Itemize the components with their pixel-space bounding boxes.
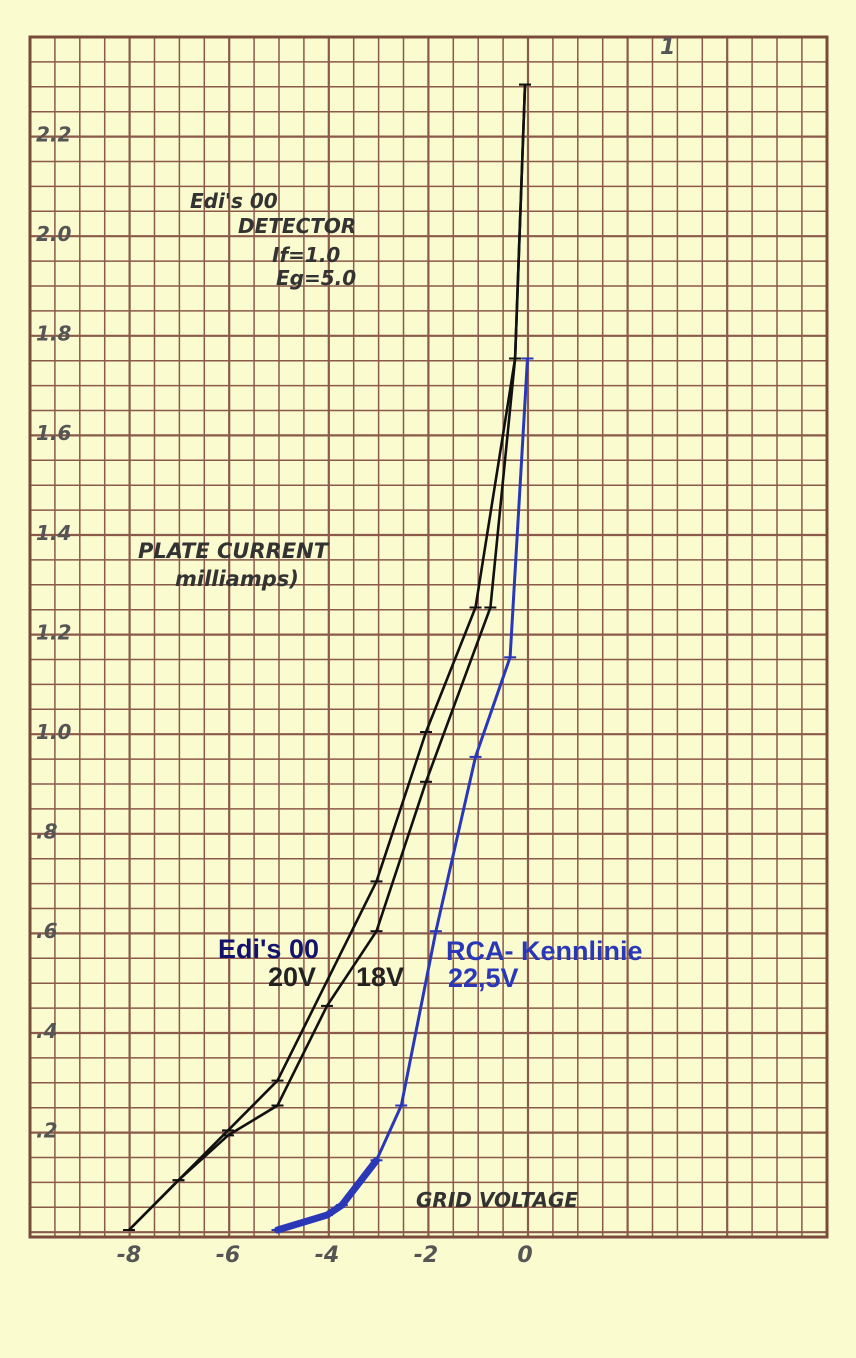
x-tick-label: 0 (517, 1243, 532, 1268)
y-tick-label: 1.4 (36, 521, 71, 545)
x-tick-label: -2 (414, 1243, 438, 1268)
plot-border (28, 35, 829, 1239)
x-axis-label: GRID VOLTAGE (416, 1188, 578, 1212)
x-tick-label: -8 (117, 1243, 141, 1268)
series-lines (123, 83, 534, 1234)
rca-title-label: RCA- Kennlinie (446, 936, 643, 966)
y-axis-label-line-1: PLATE CURRENT (138, 539, 330, 563)
annotation-line-1: Edi's 00 (190, 189, 278, 213)
y-axis-label: PLATE CURRENT milliamps) (138, 539, 330, 591)
y-tick-label: 1.8 (36, 322, 72, 346)
annotation-line-3: If=1.0 (272, 243, 340, 267)
grid (28, 35, 828, 1237)
y-tick-label: .2 (36, 1118, 58, 1142)
y-tick-label: 2.2 (36, 122, 71, 146)
edis-20v-label: 20V (268, 962, 316, 992)
x-tick-labels: -8 -6 -4 -2 0 (117, 1243, 533, 1268)
series-line-18v (128, 84, 527, 1231)
y-tick-label: .6 (36, 919, 58, 943)
annotation-block: Edi's 00 DETECTOR If=1.0 Eg=5.0 (190, 189, 356, 290)
y-tick-label: .8 (36, 820, 58, 844)
y-axis-label-line-2: milliamps) (175, 567, 299, 591)
rca-curve-start-segment (274, 1156, 380, 1234)
page-number: 1 (660, 35, 675, 60)
y-tick-label: 1.0 (36, 720, 72, 744)
y-tick-labels: .2 .4 .6 .8 1.0 1.2 1.4 1.6 1.8 2.0 2.2 (36, 122, 72, 1142)
y-tick-label: 1.2 (36, 620, 71, 644)
annotation-line-2: DETECTOR (238, 214, 356, 238)
rca-voltage-label: 22,5V (448, 963, 519, 993)
y-tick-label: 1.6 (36, 421, 72, 445)
x-tick-label: -4 (315, 1243, 339, 1268)
x-tick-label: -6 (216, 1243, 240, 1268)
y-tick-label: 2.0 (36, 222, 72, 246)
annotation-line-4: Eg=5.0 (276, 266, 356, 290)
edis-18v-label: 18V (356, 962, 404, 992)
edis-title-label: Edi's 00 (218, 934, 319, 964)
y-tick-label: .4 (36, 1019, 58, 1043)
